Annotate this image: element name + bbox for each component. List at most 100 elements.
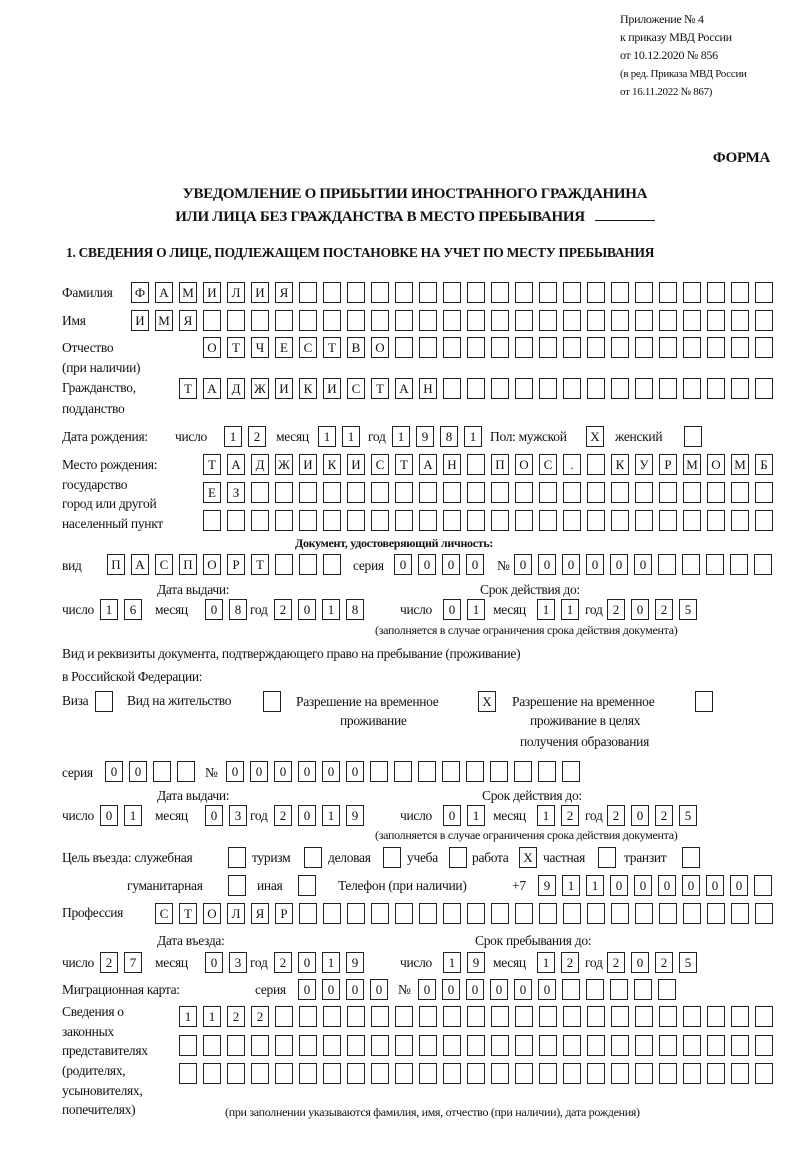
char-cell[interactable]: Т <box>371 378 389 399</box>
char-cell[interactable]: 1 <box>100 599 118 620</box>
char-cell[interactable] <box>515 1063 533 1084</box>
char-cell[interactable] <box>443 1006 461 1027</box>
char-cell[interactable]: 0 <box>129 761 147 782</box>
char-cell[interactable] <box>515 378 533 399</box>
char-cell[interactable] <box>587 454 605 475</box>
char-cell[interactable]: Я <box>179 310 197 331</box>
char-cell[interactable]: 1 <box>537 952 555 973</box>
char-cell[interactable] <box>755 1063 773 1084</box>
char-cell[interactable]: 0 <box>706 875 724 896</box>
char-cell[interactable] <box>707 310 725 331</box>
char-cell[interactable]: Ж <box>275 454 293 475</box>
char-cell[interactable] <box>539 903 557 924</box>
char-cell[interactable] <box>731 310 749 331</box>
char-cell[interactable] <box>347 310 365 331</box>
char-cell[interactable] <box>755 378 773 399</box>
char-cell[interactable] <box>251 482 269 503</box>
char-cell[interactable] <box>515 482 533 503</box>
char-cell[interactable]: 0 <box>418 554 436 575</box>
char-cell[interactable]: 1 <box>392 426 410 447</box>
char-cell[interactable]: 0 <box>298 599 316 620</box>
char-cell[interactable] <box>491 903 509 924</box>
char-cell[interactable] <box>682 554 700 575</box>
char-cell[interactable]: 0 <box>634 875 652 896</box>
char-cell[interactable] <box>443 903 461 924</box>
char-cell[interactable]: 0 <box>610 554 628 575</box>
char-cell[interactable] <box>323 554 341 575</box>
char-cell[interactable] <box>683 903 701 924</box>
char-cell[interactable] <box>659 337 677 358</box>
char-cell[interactable]: 0 <box>466 979 484 1000</box>
char-cell[interactable]: 0 <box>514 979 532 1000</box>
char-cell[interactable] <box>491 378 509 399</box>
char-cell[interactable]: 0 <box>205 952 223 973</box>
char-cell[interactable] <box>683 1035 701 1056</box>
char-cell[interactable]: И <box>251 282 269 303</box>
char-cell[interactable] <box>491 510 509 531</box>
char-cell[interactable]: И <box>131 310 149 331</box>
char-cell[interactable] <box>515 310 533 331</box>
checkbox[interactable] <box>449 847 467 868</box>
char-cell[interactable]: . <box>563 454 581 475</box>
char-cell[interactable] <box>539 482 557 503</box>
char-cell[interactable] <box>611 310 629 331</box>
char-cell[interactable] <box>203 1063 221 1084</box>
char-cell[interactable] <box>515 1035 533 1056</box>
char-cell[interactable] <box>539 510 557 531</box>
char-cell[interactable] <box>539 310 557 331</box>
char-cell[interactable] <box>443 1035 461 1056</box>
char-cell[interactable] <box>635 310 653 331</box>
char-cell[interactable]: 0 <box>538 979 556 1000</box>
char-cell[interactable]: О <box>203 903 221 924</box>
char-cell[interactable]: Ч <box>251 337 269 358</box>
char-cell[interactable] <box>587 1063 605 1084</box>
char-cell[interactable]: 1 <box>464 426 482 447</box>
char-cell[interactable] <box>683 482 701 503</box>
char-cell[interactable] <box>179 1063 197 1084</box>
char-cell[interactable]: 1 <box>224 426 242 447</box>
char-cell[interactable] <box>611 510 629 531</box>
char-cell[interactable] <box>611 282 629 303</box>
char-cell[interactable]: О <box>203 337 221 358</box>
char-cell[interactable] <box>587 310 605 331</box>
char-cell[interactable] <box>419 510 437 531</box>
char-cell[interactable]: 2 <box>248 426 266 447</box>
char-cell[interactable] <box>323 903 341 924</box>
char-cell[interactable] <box>299 310 317 331</box>
char-cell[interactable] <box>467 454 485 475</box>
char-cell[interactable] <box>515 1006 533 1027</box>
char-cell[interactable] <box>683 1063 701 1084</box>
char-cell[interactable]: Т <box>395 454 413 475</box>
char-cell[interactable] <box>443 282 461 303</box>
char-cell[interactable] <box>467 510 485 531</box>
char-cell[interactable]: 0 <box>658 875 676 896</box>
checkbox[interactable] <box>95 691 113 712</box>
char-cell[interactable] <box>419 1006 437 1027</box>
char-cell[interactable] <box>491 337 509 358</box>
char-cell[interactable] <box>611 903 629 924</box>
char-cell[interactable] <box>659 1035 677 1056</box>
char-cell[interactable] <box>538 761 556 782</box>
char-cell[interactable]: Р <box>659 454 677 475</box>
char-cell[interactable] <box>395 1035 413 1056</box>
char-cell[interactable]: 0 <box>322 761 340 782</box>
char-cell[interactable] <box>203 310 221 331</box>
char-cell[interactable]: 1 <box>322 599 340 620</box>
char-cell[interactable] <box>347 510 365 531</box>
char-cell[interactable] <box>587 510 605 531</box>
char-cell[interactable] <box>587 482 605 503</box>
char-cell[interactable]: 9 <box>467 952 485 973</box>
char-cell[interactable] <box>539 1063 557 1084</box>
char-cell[interactable] <box>707 1063 725 1084</box>
char-cell[interactable] <box>539 1006 557 1027</box>
checkbox[interactable] <box>263 691 281 712</box>
char-cell[interactable] <box>563 903 581 924</box>
char-cell[interactable] <box>419 282 437 303</box>
char-cell[interactable]: 0 <box>205 599 223 620</box>
char-cell[interactable] <box>563 510 581 531</box>
char-cell[interactable] <box>731 1006 749 1027</box>
char-cell[interactable] <box>635 378 653 399</box>
char-cell[interactable]: 1 <box>342 426 360 447</box>
char-cell[interactable]: 8 <box>229 599 247 620</box>
char-cell[interactable]: 0 <box>298 805 316 826</box>
